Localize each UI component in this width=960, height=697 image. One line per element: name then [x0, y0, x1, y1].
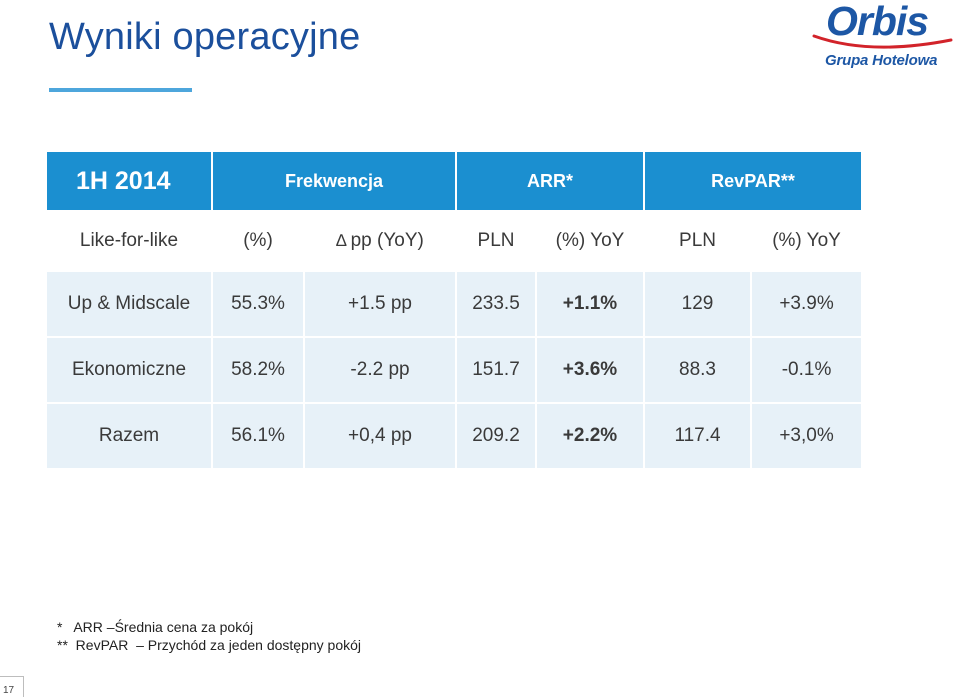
table-subheader-row: Like-for-like (%) ∆ pp (YoY) PLN (%) YoY …	[47, 211, 862, 272]
group-header-arr: ARR*	[456, 152, 646, 212]
table-cell: -0.1%	[751, 337, 862, 404]
subheader-col-label: pp (YoY)	[350, 230, 424, 251]
group-header-revpar: RevPAR**	[644, 152, 862, 212]
table-cell: 58.2%	[212, 337, 305, 404]
table-cell: +3.6%	[536, 337, 646, 404]
table-row: Ekonomiczne 58.2% -2.2 pp 151.7 +3.6% 88…	[47, 337, 862, 404]
table-cell: 117.4	[644, 403, 753, 470]
table-cell: -2.2 pp	[304, 337, 457, 404]
footnote-arr: * ARR –Średnia cena za pokój	[57, 619, 254, 635]
table-cell: +1.1%	[536, 271, 646, 338]
row-segment: Razem	[47, 403, 213, 470]
table-cell: 56.1%	[212, 403, 305, 470]
table-cell: +3,0%	[751, 403, 862, 470]
table-cell: +3.9%	[751, 271, 862, 338]
period-header: 1H 2014	[47, 152, 213, 212]
subheader-segment: Like-for-like	[47, 211, 213, 272]
table-cell: 129	[644, 271, 753, 338]
row-segment: Up & Midscale	[47, 271, 213, 338]
page-title: Wyniki operacyjne	[49, 16, 361, 58]
title-underline	[49, 88, 192, 92]
table-cell: 55.3%	[212, 271, 305, 338]
footnotes: * ARR –Średnia cena za pokój ** RevPAR –…	[57, 618, 361, 654]
row-segment: Ekonomiczne	[47, 337, 213, 404]
orbis-logo: Orbis Grupa Hotelowa	[810, 0, 955, 74]
table-cell: 88.3	[644, 337, 753, 404]
logo-wordmark: Orbis	[826, 0, 929, 44]
subheader-col: (%) YoY	[751, 211, 862, 272]
table-cell: 151.7	[456, 337, 537, 404]
table-cell: 233.5	[456, 271, 537, 338]
subheader-col: (%) YoY	[536, 211, 646, 272]
page-number: 17	[3, 685, 15, 696]
subheader-col: PLN	[456, 211, 537, 272]
table-row: Razem 56.1% +0,4 pp 209.2 +2.2% 117.4 +3…	[47, 403, 862, 470]
footnote-revpar: ** RevPAR – Przychód za jeden dostępny p…	[57, 637, 362, 653]
logo-swoosh-icon	[812, 34, 953, 49]
results-table: 1H 2014 Frekwencja ARR* RevPAR** Like-fo…	[47, 152, 862, 470]
table-header-row: 1H 2014 Frekwencja ARR* RevPAR**	[47, 152, 862, 212]
delta-icon: ∆	[336, 231, 347, 250]
table-cell: 209.2	[456, 403, 537, 470]
subheader-col: (%)	[212, 211, 305, 272]
logo-subtitle: Grupa Hotelowa	[825, 52, 938, 69]
group-header-frekwencja: Frekwencja	[212, 152, 457, 212]
table-row: Up & Midscale 55.3% +1.5 pp 233.5 +1.1% …	[47, 271, 862, 338]
table-cell: +2.2%	[536, 403, 646, 470]
table-cell: +1.5 pp	[304, 271, 457, 338]
table-cell: +0,4 pp	[304, 403, 457, 470]
subheader-col: PLN	[644, 211, 753, 272]
page-number-box	[0, 676, 24, 697]
subheader-col: ∆ pp (YoY)	[304, 211, 457, 272]
